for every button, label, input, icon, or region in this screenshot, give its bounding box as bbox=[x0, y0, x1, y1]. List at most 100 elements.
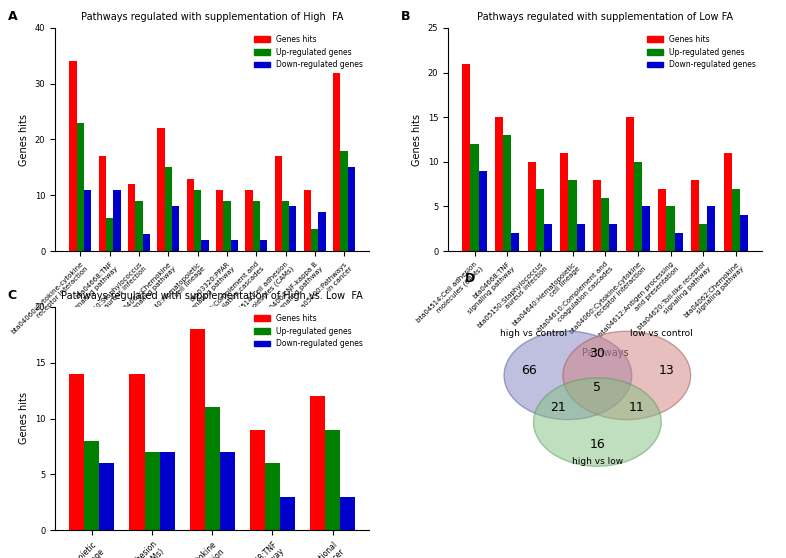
Bar bbox=[145, 452, 160, 530]
Bar bbox=[568, 180, 577, 251]
Text: 21: 21 bbox=[550, 401, 566, 414]
Bar bbox=[674, 233, 683, 251]
Bar bbox=[536, 189, 544, 251]
Bar bbox=[340, 497, 355, 530]
Text: 5: 5 bbox=[593, 381, 601, 394]
Bar bbox=[265, 463, 280, 530]
Text: high vs control: high vs control bbox=[500, 329, 567, 338]
Bar bbox=[304, 190, 311, 251]
Bar bbox=[527, 162, 536, 251]
Bar bbox=[260, 240, 267, 251]
Y-axis label: Genes hits: Genes hits bbox=[19, 392, 29, 445]
Bar bbox=[252, 201, 260, 251]
Bar bbox=[667, 206, 674, 251]
Bar bbox=[560, 153, 568, 251]
Bar bbox=[289, 206, 296, 251]
Bar bbox=[189, 329, 204, 530]
Bar bbox=[724, 153, 732, 251]
Bar bbox=[512, 233, 520, 251]
Bar bbox=[84, 441, 99, 530]
Bar bbox=[282, 201, 289, 251]
Bar bbox=[310, 396, 325, 530]
Text: 66: 66 bbox=[521, 364, 537, 377]
Bar bbox=[230, 240, 238, 251]
Text: 11: 11 bbox=[629, 401, 645, 414]
Bar bbox=[98, 156, 106, 251]
Bar bbox=[113, 190, 120, 251]
Bar bbox=[160, 452, 174, 530]
Title: Pathways regulated with supplementation of Low FA: Pathways regulated with supplementation … bbox=[477, 12, 733, 22]
X-axis label: Pathways: Pathways bbox=[189, 346, 236, 356]
Bar bbox=[634, 162, 642, 251]
Ellipse shape bbox=[504, 331, 632, 420]
Y-axis label: Genes hits: Genes hits bbox=[412, 113, 422, 166]
Bar bbox=[274, 156, 282, 251]
Bar bbox=[250, 430, 265, 530]
Bar bbox=[340, 151, 347, 251]
Bar bbox=[544, 224, 552, 251]
Bar bbox=[601, 198, 609, 251]
Text: C: C bbox=[8, 289, 17, 302]
Bar bbox=[223, 201, 230, 251]
Bar bbox=[659, 189, 667, 251]
Bar bbox=[471, 144, 479, 251]
Bar bbox=[311, 229, 318, 251]
Bar bbox=[77, 123, 84, 251]
Bar bbox=[325, 430, 340, 530]
Text: A: A bbox=[8, 10, 17, 23]
Bar bbox=[130, 374, 145, 530]
Bar bbox=[479, 171, 487, 251]
Text: B: B bbox=[401, 10, 410, 23]
Bar bbox=[135, 201, 142, 251]
Ellipse shape bbox=[534, 378, 661, 466]
Text: 16: 16 bbox=[590, 437, 605, 451]
Bar bbox=[609, 224, 618, 251]
Y-axis label: Genes hits: Genes hits bbox=[19, 113, 29, 166]
Bar bbox=[142, 234, 150, 251]
Bar bbox=[128, 184, 135, 251]
Bar bbox=[347, 167, 355, 251]
Legend: Genes hits, Up-regulated genes, Down-regulated genes: Genes hits, Up-regulated genes, Down-reg… bbox=[645, 32, 758, 73]
Bar bbox=[164, 167, 172, 251]
Bar bbox=[577, 224, 585, 251]
Bar bbox=[245, 190, 252, 251]
Text: 30: 30 bbox=[590, 347, 605, 360]
Bar bbox=[732, 189, 740, 251]
Bar bbox=[593, 180, 601, 251]
Bar bbox=[216, 190, 223, 251]
Bar bbox=[503, 135, 512, 251]
Title: Pathways regulated with supplementation of High  FA: Pathways regulated with supplementation … bbox=[81, 12, 343, 22]
Bar bbox=[707, 206, 715, 251]
Bar bbox=[220, 452, 235, 530]
Bar bbox=[69, 374, 84, 530]
Bar bbox=[186, 179, 194, 251]
Title: Pathways regulated with supplementation of High vs. Low  FA: Pathways regulated with supplementation … bbox=[61, 291, 363, 301]
Legend: Genes hits, Up-regulated genes, Down-regulated genes: Genes hits, Up-regulated genes, Down-reg… bbox=[252, 311, 365, 352]
Bar bbox=[740, 215, 748, 251]
Bar bbox=[642, 206, 650, 251]
Bar bbox=[318, 212, 326, 251]
Bar bbox=[106, 218, 113, 251]
Bar bbox=[201, 240, 208, 251]
Text: D: D bbox=[465, 272, 475, 285]
Bar bbox=[99, 463, 115, 530]
Bar bbox=[699, 224, 707, 251]
Bar bbox=[194, 190, 201, 251]
Bar bbox=[157, 128, 164, 251]
Text: high vs low: high vs low bbox=[571, 457, 623, 466]
Bar bbox=[280, 497, 295, 530]
Bar bbox=[691, 180, 699, 251]
X-axis label: Pathways: Pathways bbox=[582, 348, 629, 358]
Bar bbox=[495, 117, 503, 251]
Bar bbox=[626, 117, 634, 251]
Ellipse shape bbox=[563, 331, 691, 420]
Bar bbox=[172, 206, 179, 251]
Bar bbox=[69, 61, 77, 251]
Legend: Genes hits, Up-regulated genes, Down-regulated genes: Genes hits, Up-regulated genes, Down-reg… bbox=[252, 32, 365, 73]
Text: 13: 13 bbox=[658, 364, 674, 377]
Bar bbox=[204, 407, 220, 530]
Bar bbox=[333, 73, 340, 251]
Bar bbox=[84, 190, 91, 251]
Text: low vs control: low vs control bbox=[630, 329, 692, 338]
Bar bbox=[462, 64, 471, 251]
